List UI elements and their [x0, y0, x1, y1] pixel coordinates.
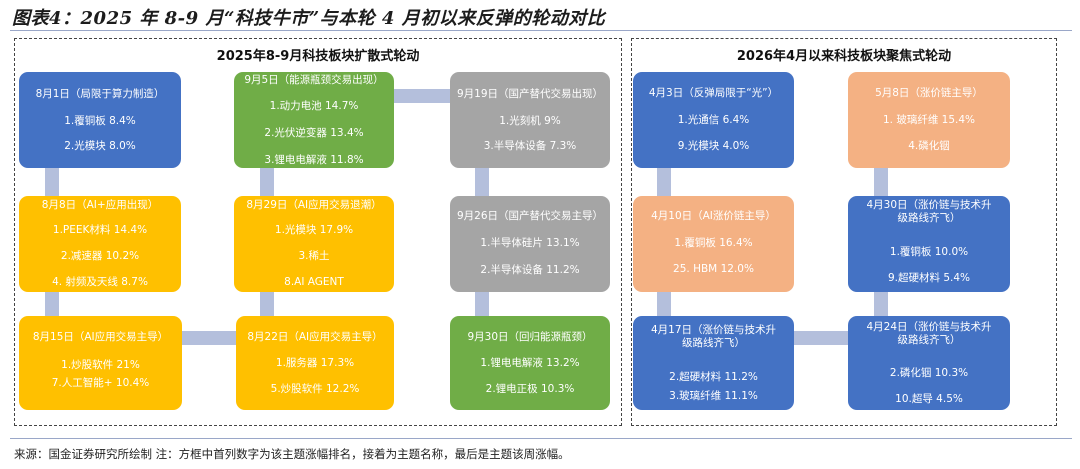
node-aug29-item-3: 8.AI AGENT: [284, 276, 344, 288]
node-sep30-item-1: 1.锂电电解液 13.2%: [480, 357, 580, 369]
connector-apr17-apr24: [794, 331, 848, 345]
node-aug15: 8月15日（AI应用交易主导） 1.炒股软件 21% 7.人工智能+ 10.4%: [19, 316, 182, 410]
node-apr3-item-1: 1.光通信 6.4%: [677, 114, 750, 126]
connector-aug22-aug29: [260, 292, 274, 316]
node-aug15-item-2: 7.人工智能+ 10.4%: [51, 377, 150, 389]
node-may8: 5月8日（涨价链主导） 1. 玻璃纤维 15.4% 4.磷化铟: [848, 72, 1010, 168]
node-apr3-item-2: 9.光模块 4.0%: [677, 140, 750, 152]
node-apr24-head: 4月24日（涨价链与技术升级路线齐飞）: [866, 321, 992, 347]
node-aug22-item-2: 5.炒股软件 12.2%: [270, 383, 360, 395]
node-apr10-head: 4月10日（AI涨价链主导）: [651, 210, 776, 222]
left-panel-title: 2025年8-9月科技板块扩散式轮动: [216, 49, 420, 64]
node-sep5-item-2: 2.光伏逆变器 13.4%: [264, 127, 364, 139]
right-panel: 2026年4月以来科技板块聚焦式轮动: [631, 38, 1057, 426]
node-aug1: 8月1日（局限于算力制造） 1.覆铜板 8.4% 2.光模块 8.0%: [19, 72, 181, 168]
node-aug8-item-2: 2.减速器 10.2%: [60, 250, 140, 262]
node-sep5-head: 9月5日（能源瓶颈交易出现）: [244, 74, 384, 86]
footer-divider: [10, 438, 1072, 439]
node-apr3-head: 4月3日（反弹局限于“光”）: [648, 87, 779, 99]
connector-aug15-aug22: [182, 331, 236, 345]
node-aug22: 8月22日（AI应用交易主导） 1.服务器 17.3% 5.炒股软件 12.2%: [236, 316, 394, 410]
connector-aug29-sep5: [260, 168, 274, 196]
node-apr30-item-2: 9.超硬材料 5.4%: [887, 272, 971, 284]
right-panel-title: 2026年4月以来科技板块聚焦式轮动: [736, 49, 952, 64]
connector-aug1-aug8: [45, 168, 59, 196]
connector-apr30-may8: [874, 168, 888, 196]
node-sep30-head: 9月30日（回归能源瓶颈）: [467, 331, 593, 343]
connector-sep26-sep30: [475, 292, 489, 316]
node-aug8: 8月8日（AI+应用出现） 1.PEEK材料 14.4% 2.减速器 10.2%…: [19, 196, 181, 292]
node-sep26-item-2: 2.半导体设备 11.2%: [480, 264, 580, 276]
connector-apr10-apr17: [657, 292, 671, 316]
node-sep26: 9月26日（国产替代交易主导） 1.半导体硅片 13.1% 2.半导体设备 11…: [450, 196, 610, 292]
node-sep5-item-3: 3.锂电电解液 11.8%: [264, 154, 364, 166]
node-apr3: 4月3日（反弹局限于“光”） 1.光通信 6.4% 9.光模块 4.0%: [633, 72, 794, 168]
connector-apr24-apr30: [874, 292, 888, 316]
node-aug29: 8月29日（AI应用交易退潮） 1.光模块 17.9% 3.稀土 8.AI AG…: [234, 196, 394, 292]
node-sep19-head: 9月19日（国产替代交易出现）: [456, 88, 604, 100]
node-aug22-item-1: 1.服务器 17.3%: [275, 357, 355, 369]
node-apr24-item-2: 10.超导 4.5%: [895, 393, 963, 405]
title-divider: [10, 30, 1072, 31]
node-may8-item-2: 4.磷化铟: [908, 140, 950, 152]
node-sep26-item-1: 1.半导体硅片 13.1%: [480, 237, 580, 249]
node-apr17: 4月17日（涨价链与技术升级路线齐飞） 2.超硬材料 11.2% 3.玻璃纤维 …: [633, 316, 794, 410]
node-sep5-item-1: 1.动力电池 14.7%: [269, 100, 359, 112]
node-apr17-item-2: 3.玻璃纤维 11.1%: [669, 390, 758, 402]
node-apr10-item-2: 25. HBM 12.0%: [673, 263, 754, 275]
node-sep5: 9月5日（能源瓶颈交易出现） 1.动力电池 14.7% 2.光伏逆变器 13.4…: [234, 72, 394, 168]
left-panel: 2025年8-9月科技板块扩散式轮动: [14, 38, 622, 426]
figure-title: 图表4：2025 年 8-9 月“科技牛市”与本轮 4 月初以来反弹的轮动对比: [12, 8, 606, 29]
node-aug1-item-1: 1.覆铜板 8.4%: [64, 115, 136, 127]
node-aug22-head: 8月22日（AI应用交易主导）: [247, 331, 383, 343]
node-aug15-head: 8月15日（AI应用交易主导）: [32, 331, 169, 343]
node-may8-item-1: 1. 玻璃纤维 15.4%: [882, 114, 976, 126]
node-aug8-item-3: 4. 射频及天线 8.7%: [52, 276, 148, 288]
node-aug29-item-1: 1.光模块 17.9%: [274, 224, 354, 236]
node-apr10: 4月10日（AI涨价链主导） 1.覆铜板 16.4% 25. HBM 12.0%: [633, 196, 794, 292]
node-apr17-head: 4月17日（涨价链与技术升级路线齐飞）: [650, 324, 777, 350]
node-apr17-item-1: 2.超硬材料 11.2%: [669, 371, 758, 383]
node-aug29-item-2: 3.稀土: [298, 250, 330, 262]
node-sep26-head: 9月26日（国产替代交易主导）: [456, 210, 604, 222]
node-may8-head: 5月8日（涨价链主导）: [875, 87, 983, 99]
connector-apr3-apr10: [657, 168, 671, 196]
node-apr10-item-1: 1.覆铜板 16.4%: [674, 237, 753, 249]
node-aug29-head: 8月29日（AI应用交易退潮）: [246, 199, 382, 211]
connector-sep5-sep19: [394, 89, 450, 103]
node-aug8-item-1: 1.PEEK材料 14.4%: [52, 224, 148, 236]
node-sep19: 9月19日（国产替代交易出现） 1.光刻机 9% 3.半导体设备 7.3%: [450, 72, 610, 168]
node-sep19-item-2: 3.半导体设备 7.3%: [483, 140, 577, 152]
node-apr30-item-1: 1.覆铜板 10.0%: [889, 246, 969, 258]
node-sep19-item-1: 1.光刻机 9%: [499, 115, 561, 127]
node-aug8-head: 8月8日（AI+应用出现）: [41, 199, 159, 211]
node-sep30-item-2: 2.锂电正极 10.3%: [485, 383, 575, 395]
node-aug1-head: 8月1日（局限于算力制造）: [35, 88, 165, 100]
connector-aug8-aug15: [45, 292, 59, 316]
node-sep30: 9月30日（回归能源瓶颈） 1.锂电电解液 13.2% 2.锂电正极 10.3%: [450, 316, 610, 410]
node-apr24-item-1: 2.磷化铟 10.3%: [889, 367, 969, 379]
node-apr24: 4月24日（涨价链与技术升级路线齐飞） 2.磷化铟 10.3% 10.超导 4.…: [848, 316, 1010, 410]
node-apr30-head: 4月30日（涨价链与技术升级路线齐飞）: [866, 199, 992, 225]
node-aug1-item-2: 2.光模块 8.0%: [64, 140, 136, 152]
node-apr30: 4月30日（涨价链与技术升级路线齐飞） 1.覆铜板 10.0% 9.超硬材料 5…: [848, 196, 1010, 292]
connector-sep19-sep26: [475, 168, 489, 196]
node-aug15-item-1: 1.炒股软件 21%: [61, 359, 140, 371]
source-note: 来源：国金证券研究所绘制 注：方框中首列数字为该主题涨幅排名，接着为主题名称，最…: [14, 447, 570, 461]
